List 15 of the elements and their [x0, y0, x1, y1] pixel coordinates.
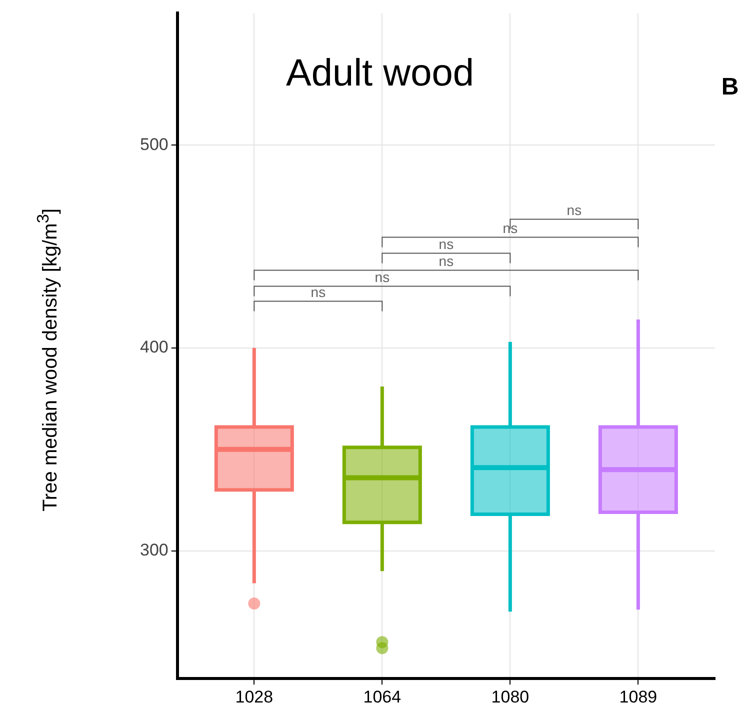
x-tick-label: 1028: [235, 687, 274, 706]
annotation: ns: [566, 202, 582, 218]
x-tick-label: 1080: [491, 687, 530, 706]
text: Adult wood: [286, 52, 474, 94]
y-tick-label: 400: [140, 338, 168, 357]
annotation: ns: [310, 284, 326, 300]
annotation: ns: [374, 269, 390, 286]
y-tick-label: 500: [140, 134, 168, 154]
x-tick-label: 1064: [363, 687, 402, 706]
annotation: ns: [438, 236, 454, 252]
annotation: ns: [502, 220, 518, 236]
x-tick-label: 1089: [619, 687, 658, 706]
annotation: ns: [438, 253, 454, 270]
text: B: [721, 74, 739, 101]
y-tick-label: 300: [140, 540, 168, 560]
